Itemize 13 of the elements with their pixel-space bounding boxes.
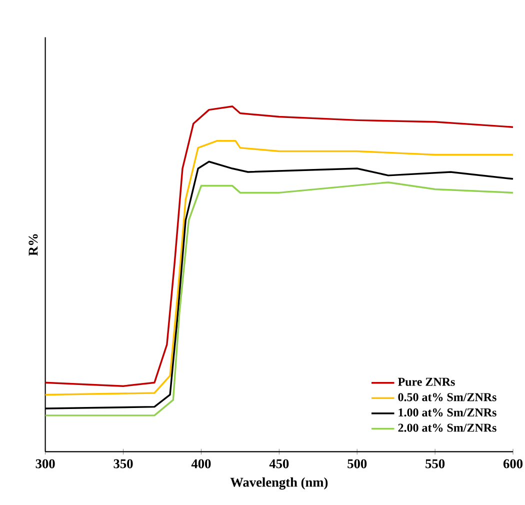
x-axis-title: Wavelength (nm) xyxy=(230,477,328,490)
y-axis-title: R% xyxy=(28,234,38,256)
x-tick-label: 500 xyxy=(348,459,367,468)
x-tick-label: 600 xyxy=(503,459,523,468)
x-tick-label: 550 xyxy=(426,459,445,468)
x-tick-label: 300 xyxy=(36,459,55,468)
legend-label: 1.00 at% Sm/ZNRs xyxy=(398,408,496,417)
x-tick-label: 450 xyxy=(269,459,289,468)
legend-label: Pure ZNRs xyxy=(398,378,455,386)
x-tick-label: 400 xyxy=(191,459,211,468)
legend-label: 0.50 at% Sm/ZNRs xyxy=(398,393,496,402)
x-tick-label: 350 xyxy=(114,459,133,468)
legend-label: 2.00 at% Sm/ZNRs xyxy=(398,424,496,432)
